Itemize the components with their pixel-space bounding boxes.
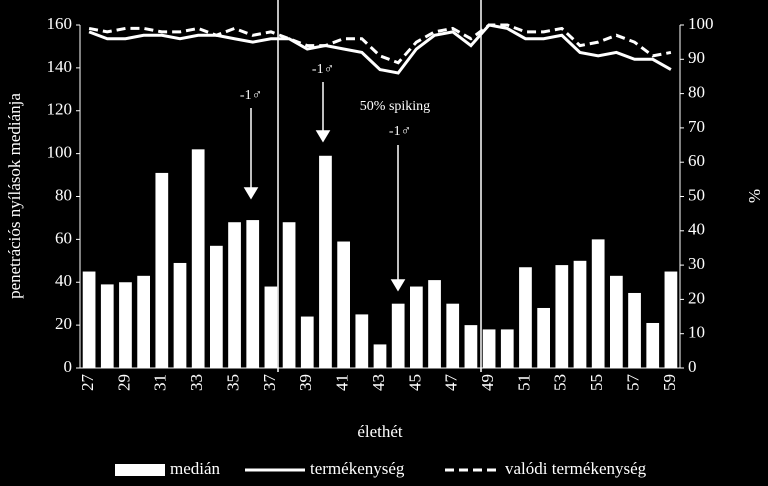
x-tick-label: 45 (405, 374, 424, 391)
bar (573, 260, 587, 368)
bar (119, 282, 132, 368)
y2-tick-label: 20 (688, 288, 705, 307)
y-tick-label: 0 (64, 357, 73, 376)
y2-tick-label: 60 (688, 151, 705, 170)
x-tick-label: 27 (78, 374, 97, 392)
annotation-arrows (243, 82, 406, 292)
bar (391, 303, 405, 368)
bar (210, 245, 223, 368)
legend-label: medián (170, 459, 221, 478)
bar (282, 222, 296, 368)
bar (100, 284, 114, 368)
y-tick-label: 80 (55, 185, 72, 204)
x-tick-label: 49 (478, 374, 497, 391)
bar (537, 307, 550, 368)
bar (173, 262, 187, 368)
bar (464, 325, 478, 368)
bar (373, 344, 387, 368)
x-tick-label: 31 (151, 374, 170, 391)
x-tick-label: 33 (187, 374, 206, 391)
x-tick-label: 53 (551, 374, 570, 391)
y-tick-label: 40 (55, 271, 72, 290)
bar (264, 286, 278, 368)
y2-tick-label: 90 (688, 48, 705, 67)
bar (664, 271, 678, 368)
y2-tick-label: 0 (688, 357, 697, 376)
bar (155, 172, 169, 368)
arrow-head (315, 130, 331, 143)
bar (300, 316, 314, 368)
plot: 0 20 40 60 80 100 120 140 160 0 10 20 30 40 50 60 70 80 90… (47, 14, 714, 391)
x-axis-title: élethét (357, 422, 403, 441)
bar (555, 265, 569, 368)
y-tick-label: 100 (47, 143, 73, 162)
bar (337, 241, 350, 368)
bar (355, 314, 369, 368)
y2-tick-label: 100 (688, 14, 714, 33)
legend-label: valódi termékenység (505, 459, 647, 478)
y-tick-label: 20 (55, 314, 72, 333)
bar (191, 149, 205, 368)
bar (428, 280, 441, 368)
bar (228, 222, 241, 368)
y-tick-label: 140 (47, 57, 73, 76)
bar (591, 239, 605, 368)
x-tick-label: 57 (623, 374, 642, 392)
y2-tick-label: 70 (688, 117, 705, 136)
y-tick-label: 160 (47, 14, 73, 33)
y-tick-label: 60 (55, 228, 72, 247)
bar (319, 155, 332, 368)
annotation: -1♂ (312, 62, 334, 77)
bar (628, 292, 641, 368)
legend-label: termékenység (310, 459, 405, 478)
bar (82, 271, 96, 368)
bar (610, 275, 623, 368)
x-tick-label: 51 (514, 374, 533, 391)
arrow-head (390, 279, 406, 292)
bar (410, 286, 423, 368)
bar (482, 329, 496, 368)
x-tick-label: 37 (260, 374, 279, 392)
bar (446, 303, 460, 368)
annotation: -1♂ (389, 124, 411, 139)
bar (519, 267, 532, 368)
y-tick-label: 120 (47, 100, 73, 119)
x-tick-label: 55 (587, 374, 606, 391)
y2-tick-label: 10 (688, 323, 705, 342)
y2-tick-label: 50 (688, 185, 705, 204)
x-tick-label: 29 (114, 374, 133, 391)
legend-swatch (115, 464, 165, 476)
y2-tick-label: 30 (688, 254, 705, 273)
x-tick-label: 43 (369, 374, 388, 391)
y2-tick-label: 40 (688, 220, 705, 239)
x-tick-label: 39 (296, 374, 315, 391)
annotation: 50% spiking (360, 99, 430, 114)
annotation: -1♂ (240, 88, 262, 103)
arrow-head (243, 187, 259, 200)
bar (646, 322, 660, 368)
bar (137, 275, 150, 368)
x-tick-label: 47 (442, 374, 461, 392)
x-tick-label: 41 (333, 374, 352, 391)
y2-tick-label: 80 (688, 83, 705, 102)
y2-axis-title: % (745, 189, 764, 203)
bar (500, 329, 514, 368)
y-axis-title: penetrációs nyílások mediánja (5, 93, 24, 299)
bar (246, 220, 260, 368)
x-tick-label: 35 (223, 374, 242, 391)
line (88, 23, 672, 75)
line (88, 23, 672, 65)
x-tick-label: 59 (660, 374, 679, 391)
